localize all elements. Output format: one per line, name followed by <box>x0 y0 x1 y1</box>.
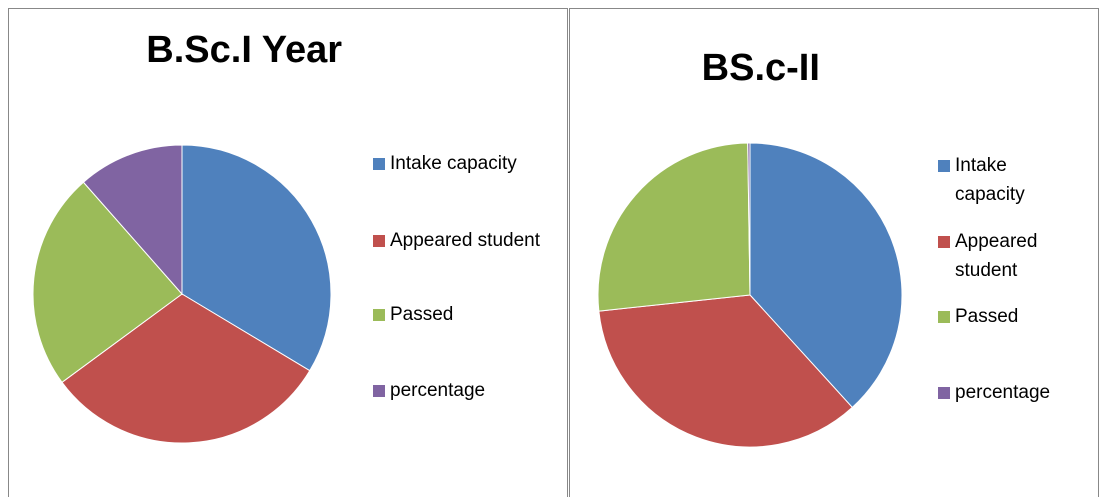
pie-slice <box>747 142 751 296</box>
legend-label: percentage <box>955 382 1051 403</box>
legend-label: Intake capacity <box>390 153 517 174</box>
legend-label: Intake capacity <box>955 155 1025 205</box>
legend-item: Intake capacity <box>373 149 540 178</box>
legend-label: percentage <box>390 380 486 401</box>
pie-slice <box>32 181 183 384</box>
legend-swatch <box>373 235 385 247</box>
chart-title: BS.c-II <box>701 47 820 89</box>
pie-slice <box>597 142 751 312</box>
legend-swatch <box>938 387 950 399</box>
legend-swatch <box>373 158 385 170</box>
chart-panel: B.Sc.I Year Intake capacity Appeared stude… <box>8 8 568 497</box>
legend-swatch <box>373 309 385 321</box>
pie-chart <box>597 142 903 448</box>
legend-item: percentage <box>938 378 1067 407</box>
legend-swatch <box>938 236 950 248</box>
legend-item: Passed <box>938 302 1067 331</box>
pie-slice <box>61 293 311 444</box>
legend-swatch <box>938 160 950 172</box>
chart-panel: BS.c-II Intake capacity Appeared student Pa… <box>569 8 1099 497</box>
legend-label: Appeared student <box>390 230 541 251</box>
legend-item: Appeared student <box>373 226 540 255</box>
legend-item: Appeared student <box>938 227 1067 285</box>
pie-chart <box>32 144 332 444</box>
legend-item: Passed <box>373 300 540 329</box>
legend-swatch <box>938 311 950 323</box>
legend-item: percentage <box>373 376 540 405</box>
legend-swatch <box>373 385 385 397</box>
pie-slice <box>181 144 332 372</box>
legend-label: Passed <box>955 306 1019 327</box>
pie-slice <box>598 294 854 448</box>
legend-item: Intake capacity <box>938 151 1067 209</box>
pie-slice <box>749 142 903 409</box>
pie-slice <box>82 144 183 296</box>
legend-label: Appeared student <box>955 231 1038 281</box>
legend-label: Passed <box>390 304 454 325</box>
chart-title: B.Sc.I Year <box>146 29 343 71</box>
